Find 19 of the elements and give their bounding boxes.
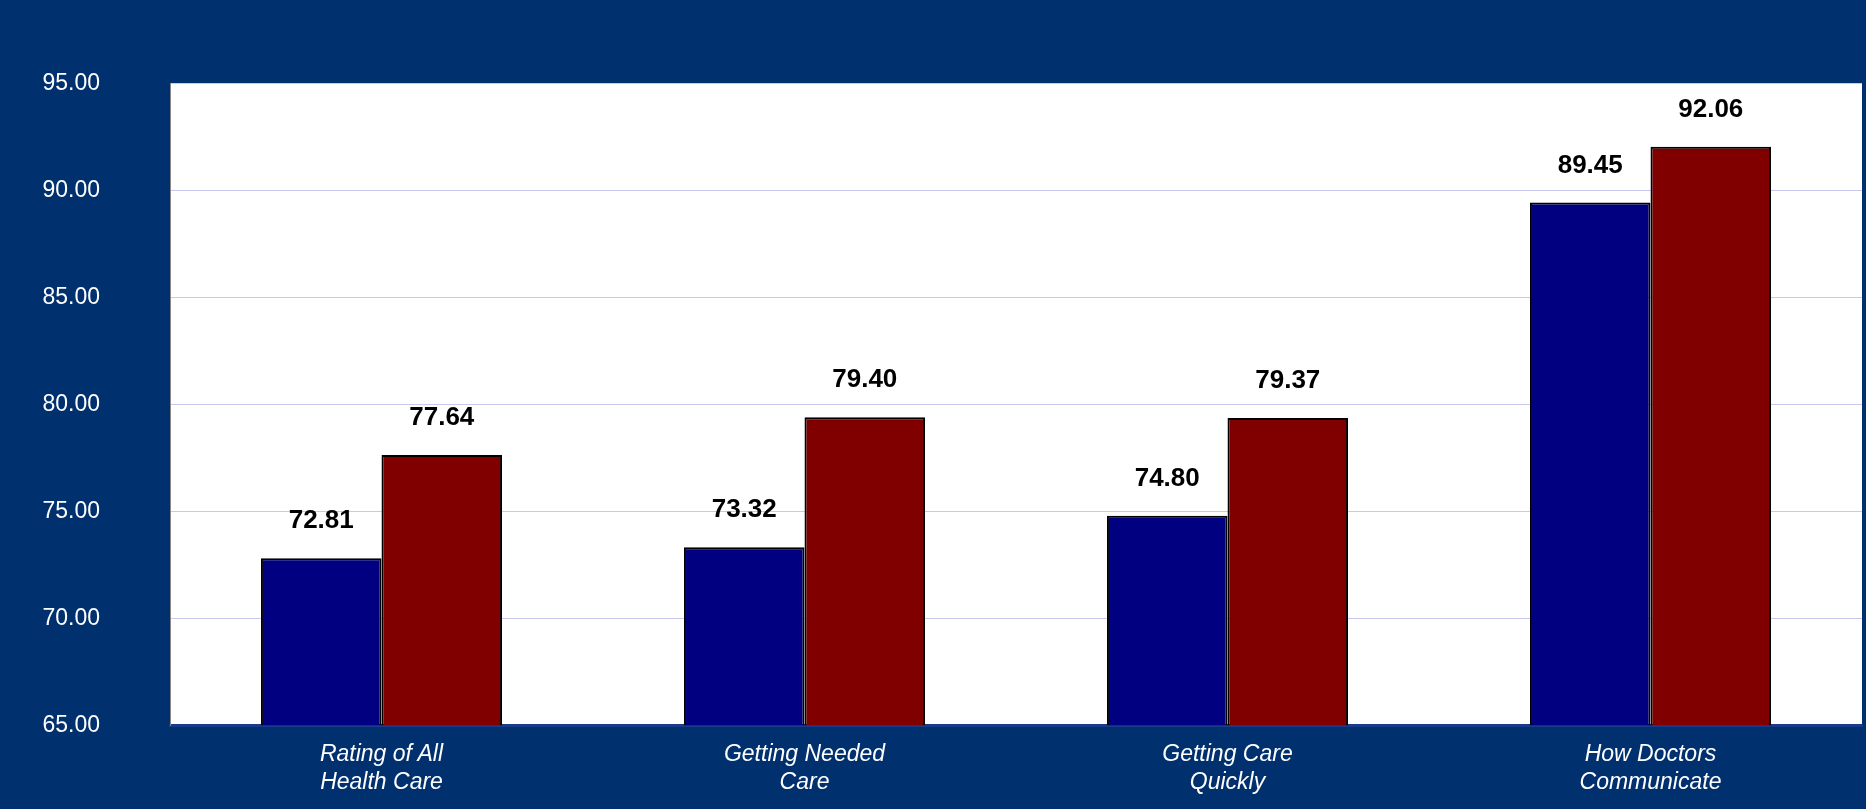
y-tick-label: 65.00 bbox=[42, 710, 100, 737]
x-tick-label: Rating of All Health Care bbox=[319, 740, 444, 794]
data-label: 79.37 bbox=[1255, 364, 1321, 395]
y-tick-label: 85.00 bbox=[42, 282, 100, 309]
data-label: 73.32 bbox=[711, 493, 777, 524]
data-label: 72.81 bbox=[288, 504, 354, 535]
y-tick-label: 75.00 bbox=[42, 496, 100, 523]
y-tick-label: 70.00 bbox=[42, 603, 100, 630]
y-tick-label: 80.00 bbox=[42, 389, 100, 416]
x-tick-label: How Doctors Communicate bbox=[1579, 740, 1722, 794]
x-tick-label: Getting Care Quickly bbox=[1162, 740, 1293, 794]
data-label: 92.06 bbox=[1678, 92, 1744, 123]
x-tick-label: Getting Needed Care bbox=[723, 740, 887, 794]
data-label: 79.40 bbox=[832, 363, 898, 394]
data-label: 89.45 bbox=[1557, 148, 1623, 179]
data-label: 77.64 bbox=[409, 401, 475, 432]
data-label: 74.80 bbox=[1134, 461, 1200, 492]
y-tick-label: 90.00 bbox=[42, 176, 100, 203]
y-tick-label: 95.00 bbox=[42, 69, 100, 96]
